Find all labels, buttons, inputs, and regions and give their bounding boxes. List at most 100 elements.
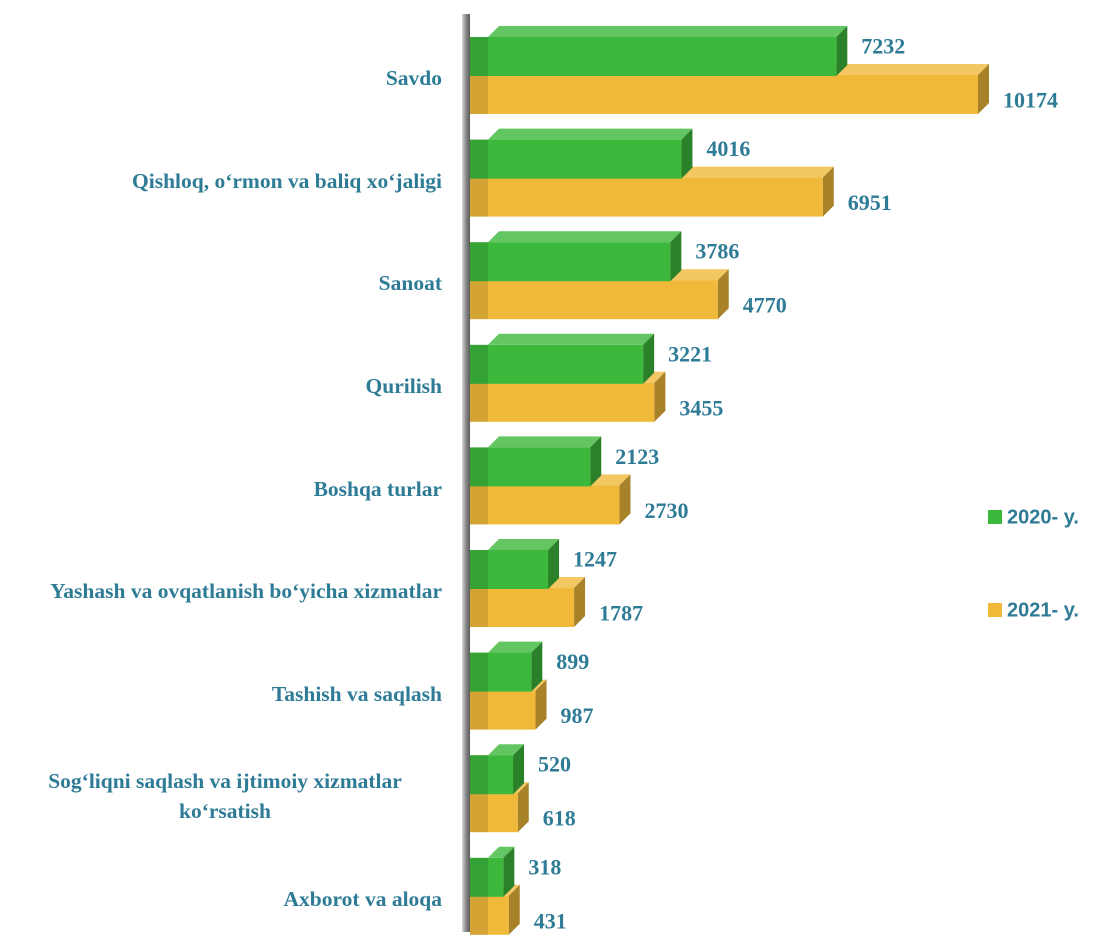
- bar-side: [548, 539, 560, 589]
- category-label: Sog‘liqni saqlash va ijtimoiy xizmatlar …: [8, 747, 442, 846]
- bar-front: [488, 652, 532, 692]
- category-label: Boshqa turlar: [8, 439, 442, 538]
- category-text: Axborot va aloqa: [283, 887, 442, 912]
- bar-depth: [470, 139, 488, 179]
- bar-side: [590, 436, 602, 487]
- bar-depth: [470, 550, 488, 589]
- value-label: 618: [543, 806, 576, 831]
- bar-top: [488, 26, 848, 37]
- bar-depth: [470, 857, 488, 897]
- bar-depth: [470, 485, 488, 525]
- bar-depth: [470, 344, 488, 384]
- bar-side: [513, 744, 525, 795]
- bar-side: [717, 269, 729, 320]
- bar-front: [488, 242, 671, 282]
- bar-front: [488, 793, 518, 833]
- bar-top: [488, 846, 515, 858]
- bar-top: [488, 128, 693, 140]
- bar: [470, 846, 515, 897]
- bar: [470, 641, 543, 692]
- category-text: Savdo: [385, 66, 442, 91]
- bar-depth: [470, 690, 488, 730]
- category-text: Boshqa turlar: [313, 476, 442, 501]
- bar-side: [574, 577, 586, 627]
- bar-top: [488, 641, 543, 653]
- bar-side: [670, 231, 682, 282]
- category-label: Yashash va ovqatlanish bo‘yicha xizmatla…: [8, 542, 442, 641]
- value-label: 2123: [615, 444, 659, 469]
- bar-depth: [470, 37, 488, 76]
- bar-front: [488, 895, 509, 935]
- legend-label: 2020- y.: [1007, 506, 1079, 528]
- bar-side: [822, 166, 834, 217]
- bar-front: [488, 755, 514, 795]
- bar-side: [531, 641, 543, 692]
- category-text: Yashash va ovqatlanish bo‘yicha xizmatla…: [50, 579, 442, 604]
- bar-top: [488, 436, 602, 448]
- bar-depth: [470, 895, 488, 935]
- bar-depth: [470, 447, 488, 487]
- category-label: Qurilish: [8, 337, 442, 436]
- bar: [470, 26, 848, 76]
- bar-side: [836, 26, 848, 76]
- bar-side: [978, 64, 989, 114]
- value-label: 987: [561, 703, 594, 728]
- bar-side: [517, 782, 529, 833]
- bar-side: [643, 333, 655, 384]
- bar-front: [488, 37, 837, 76]
- bar-front: [488, 857, 504, 897]
- bar-depth: [470, 793, 488, 833]
- bar: [470, 436, 602, 487]
- category-text: Sanoat: [378, 271, 442, 296]
- category-text: Sog‘liqni saqlash va ijtimoiy xizmatlar …: [48, 769, 402, 824]
- category-text: Tashish va saqlash: [271, 681, 442, 706]
- bar-depth: [470, 75, 488, 114]
- bar-front: [488, 139, 682, 179]
- value-label: 3221: [668, 341, 712, 366]
- value-label: 3786: [695, 239, 739, 264]
- bar-side: [619, 474, 631, 525]
- value-label: 1247: [573, 547, 617, 572]
- legend-swatch: [988, 603, 1002, 617]
- bar-front: [488, 382, 655, 422]
- bar-depth: [470, 177, 488, 217]
- bar-top: [488, 333, 655, 345]
- bar-side: [503, 846, 515, 897]
- category-text: Qishloq, o‘rmon va baliq xo‘jaligi: [132, 168, 442, 193]
- bar: [470, 333, 655, 384]
- category-text: Qurilish: [365, 374, 442, 399]
- axis: [462, 14, 470, 932]
- category-label: Axborot va aloqa: [8, 850, 442, 936]
- bar-depth: [470, 652, 488, 692]
- value-label: 7232: [861, 34, 905, 59]
- bar-side: [508, 884, 520, 935]
- bar-depth: [470, 755, 488, 795]
- bar: [470, 128, 693, 179]
- value-label: 3455: [679, 395, 723, 420]
- bar-front: [488, 690, 536, 730]
- category-label: Savdo: [8, 29, 442, 128]
- category-label: Sanoat: [8, 234, 442, 333]
- bar-front: [488, 344, 644, 384]
- value-label: 2730: [644, 498, 688, 523]
- bar-front: [488, 485, 620, 525]
- bar-front: [488, 550, 549, 589]
- bar-depth: [470, 242, 488, 282]
- bar: [470, 231, 682, 282]
- bar: [470, 884, 520, 935]
- category-label: Tashish va saqlash: [8, 645, 442, 744]
- value-label: 10174: [1003, 88, 1058, 113]
- bar-depth: [470, 588, 488, 627]
- bar-front: [488, 177, 823, 217]
- value-label: 431: [534, 908, 567, 933]
- bar: [470, 744, 525, 795]
- value-label: 899: [556, 649, 589, 674]
- value-label: 4016: [706, 136, 750, 161]
- bar-depth: [470, 280, 488, 320]
- bar-front: [488, 75, 978, 114]
- bar-front: [488, 447, 591, 487]
- bar-top: [488, 539, 560, 550]
- bar-side: [681, 128, 693, 179]
